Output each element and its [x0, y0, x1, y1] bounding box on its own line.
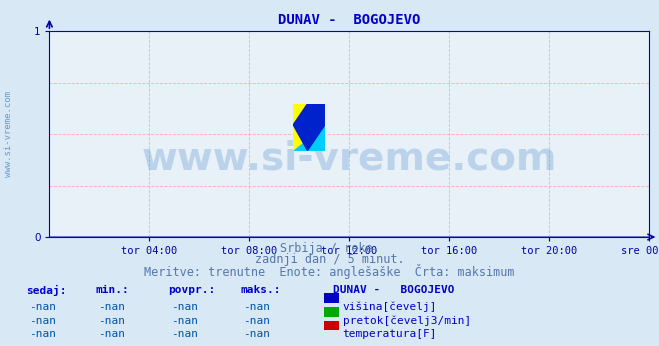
Text: -nan: -nan	[30, 329, 56, 339]
Text: sedaj:: sedaj:	[26, 285, 67, 297]
Text: -nan: -nan	[99, 316, 125, 326]
Text: pretok[čevelj3/min]: pretok[čevelj3/min]	[343, 316, 471, 326]
Text: min.:: min.:	[96, 285, 129, 295]
Text: temperatura[F]: temperatura[F]	[343, 329, 437, 339]
Text: -nan: -nan	[30, 316, 56, 326]
Polygon shape	[293, 125, 325, 151]
Text: -nan: -nan	[99, 302, 125, 312]
Title: DUNAV -  BOGOJEVO: DUNAV - BOGOJEVO	[278, 13, 420, 27]
Text: -nan: -nan	[99, 329, 125, 339]
Text: www.si-vreme.com: www.si-vreme.com	[142, 140, 557, 178]
Text: Srbija / reke.: Srbija / reke.	[279, 242, 380, 255]
Polygon shape	[293, 104, 325, 151]
Text: -nan: -nan	[244, 302, 270, 312]
Text: -nan: -nan	[171, 302, 198, 312]
Text: -nan: -nan	[244, 316, 270, 326]
Text: www.si-vreme.com: www.si-vreme.com	[4, 91, 13, 177]
Text: zadnji dan / 5 minut.: zadnji dan / 5 minut.	[254, 253, 405, 266]
Text: povpr.:: povpr.:	[168, 285, 215, 295]
Text: -nan: -nan	[171, 329, 198, 339]
Text: -nan: -nan	[171, 316, 198, 326]
Text: -nan: -nan	[244, 329, 270, 339]
Text: -nan: -nan	[30, 302, 56, 312]
Text: Meritve: trenutne  Enote: anglešaške  Črta: maksimum: Meritve: trenutne Enote: anglešaške Črta…	[144, 264, 515, 279]
Polygon shape	[308, 104, 325, 125]
Polygon shape	[293, 104, 325, 151]
Text: maks.:: maks.:	[241, 285, 281, 295]
Text: višina[čevelj]: višina[čevelj]	[343, 302, 437, 312]
Text: DUNAV -   BOGOJEVO: DUNAV - BOGOJEVO	[333, 285, 454, 295]
